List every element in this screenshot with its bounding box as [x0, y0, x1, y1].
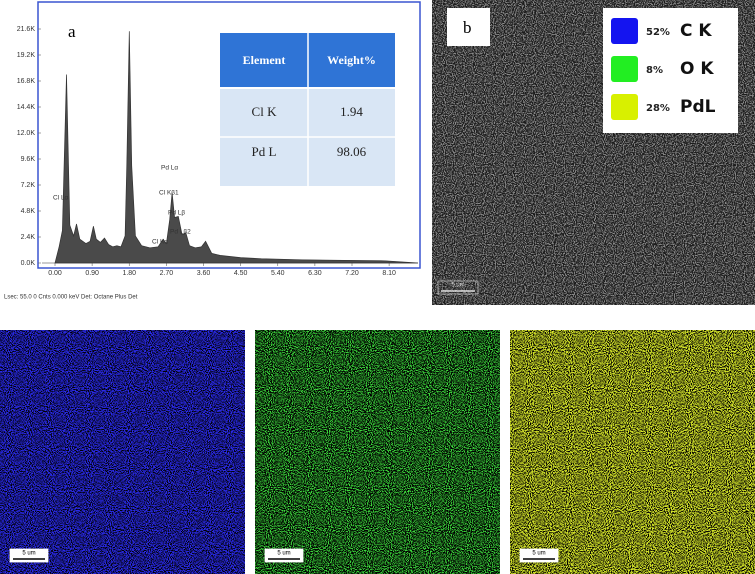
y-tick-label: 12.0K: [17, 130, 36, 137]
table-cell: Pd L: [252, 144, 277, 159]
y-tick-label: 4.8K: [21, 208, 36, 215]
peak-annotation: Pd Lα: [161, 165, 178, 172]
x-tick-label: 4.50: [234, 270, 248, 277]
peak-annotation: Cl Kα: [152, 239, 168, 246]
y-tick-label: 0.0K: [21, 260, 36, 267]
legend-label: C K: [680, 21, 712, 41]
peak-annotation: Cl Lα: [53, 195, 69, 202]
scale-bar-label: 5 um: [277, 551, 290, 557]
y-tick-label: 19.2K: [17, 52, 36, 59]
table-header: Element: [243, 53, 286, 67]
legend-percent: 52%: [646, 27, 670, 38]
x-tick-label: 7.20: [345, 270, 359, 277]
x-tick-label: 1.80: [122, 270, 136, 277]
x-tick-label: 0.90: [85, 270, 99, 277]
peak-annotation: Cl Kβ1: [159, 190, 179, 197]
table-cell: 98.06: [337, 144, 367, 159]
spectrum-area: [54, 31, 419, 264]
scale-bar-box: [437, 280, 479, 295]
legend-label: O K: [680, 59, 714, 79]
y-tick-label: 14.4K: [17, 104, 36, 111]
legend-swatch: [611, 94, 638, 120]
legend-label: PdL: [680, 97, 716, 117]
element-map: [0, 330, 245, 574]
legend-swatch: [611, 56, 638, 82]
y-tick-label: 21.6K: [17, 26, 36, 33]
x-tick-label: 5.40: [271, 270, 285, 277]
y-tick-label: 9.6K: [21, 156, 36, 163]
panel-label-box: [447, 8, 490, 46]
table-cell: 1.94: [340, 104, 363, 119]
scale-bar-label: 5 um: [451, 283, 464, 289]
peak-annotation: Pd Lβ: [168, 210, 185, 217]
x-tick-label: 0.00: [48, 270, 62, 277]
y-tick-label: 16.8K: [17, 78, 36, 85]
legend-percent: 28%: [646, 103, 670, 114]
scale-bar-label: 5 um: [22, 551, 35, 557]
table-header: Weight%: [327, 53, 376, 67]
table-cell: Cl K: [252, 104, 278, 119]
element-map: [255, 330, 500, 574]
peak-annotation: Pd Lβ2: [170, 229, 191, 236]
x-tick-label: 3.60: [197, 270, 211, 277]
panel-label: a: [68, 22, 76, 41]
panel-label: b: [463, 18, 472, 37]
element-map: [510, 330, 755, 574]
scale-bar-label: 5 um: [532, 551, 545, 557]
y-tick-label: 7.2K: [21, 182, 36, 189]
legend-swatch: [611, 18, 638, 44]
footer-text: Lsec: 55.0 0 Cnts 0.000 keV Det: Octane …: [4, 295, 138, 301]
x-tick-label: 6.30: [308, 270, 322, 277]
x-tick-label: 2.70: [160, 270, 174, 277]
x-tick-label: 8.10: [382, 270, 396, 277]
legend-percent: 8%: [646, 65, 663, 76]
y-tick-label: 2.4K: [21, 234, 36, 241]
